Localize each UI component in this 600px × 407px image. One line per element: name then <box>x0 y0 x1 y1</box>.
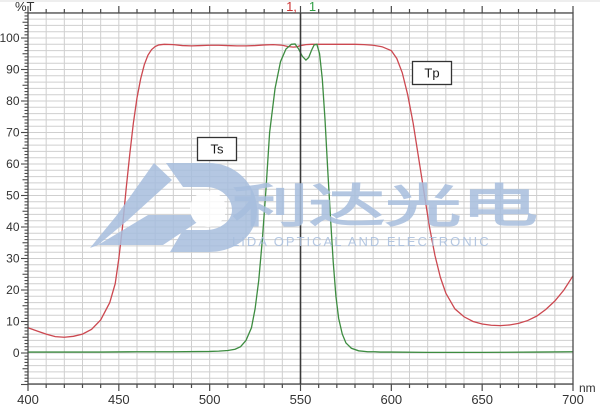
svg-text:10: 10 <box>6 315 20 329</box>
svg-text:Tp: Tp <box>424 66 439 81</box>
svg-text:650: 650 <box>471 392 493 407</box>
svg-text:400: 400 <box>17 392 39 407</box>
svg-text:30: 30 <box>6 252 20 266</box>
svg-text:500: 500 <box>199 392 221 407</box>
svg-text:Ts: Ts <box>211 142 225 157</box>
svg-text:1: 1 <box>309 0 316 14</box>
svg-text:550: 550 <box>290 392 312 407</box>
svg-text:50: 50 <box>6 189 20 203</box>
svg-text:90: 90 <box>6 63 20 77</box>
svg-text:40: 40 <box>6 220 20 234</box>
svg-text:%T: %T <box>15 0 35 14</box>
svg-text:60: 60 <box>6 157 20 171</box>
svg-text:nm: nm <box>579 381 596 395</box>
svg-text:100: 100 <box>0 31 20 45</box>
svg-text:450: 450 <box>108 392 130 407</box>
svg-text:600: 600 <box>380 392 402 407</box>
svg-text:20: 20 <box>6 283 20 297</box>
svg-text:0: 0 <box>13 346 20 360</box>
svg-text:80: 80 <box>6 94 20 108</box>
svg-text:70: 70 <box>6 126 20 140</box>
svg-text:1,: 1, <box>286 0 297 14</box>
svg-text:利达光电: 利达光电 <box>232 180 538 232</box>
svg-text:LIDA OPTICAL AND ELECTRONIC: LIDA OPTICAL AND ELECTRONIC <box>232 234 491 249</box>
